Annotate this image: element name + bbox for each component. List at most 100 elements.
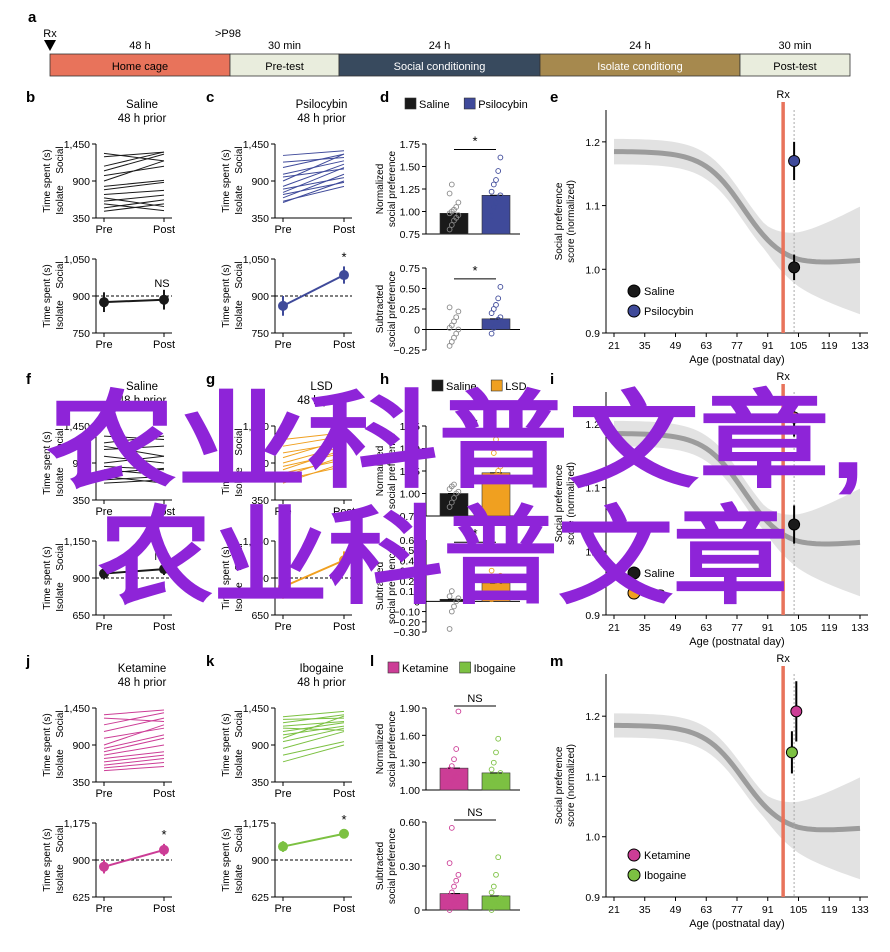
subject-line [103,151,165,158]
data-point [455,212,462,218]
subject-line [103,479,165,484]
x-tick-label: Post [333,788,355,800]
y-tick-label: 1.50 [400,444,421,456]
chart-subtitle: 48 h prior [118,113,167,125]
legend-label: Ibogaine [474,663,516,675]
mean-point [339,270,349,281]
subject-line [103,203,165,212]
legend-marker [627,284,641,298]
subject-line [103,475,165,484]
y-tick-label: 0.30 [400,566,421,578]
y-axis-label: score (normalized) [566,744,577,827]
y-tick-label: 1.60 [400,730,421,742]
subject-line [103,445,165,457]
y-tick-label: 1.0 [585,546,600,558]
mean-point [785,746,798,759]
data-point [448,608,455,615]
watermark-line-1: 农业科普文章, [46,383,866,501]
y-tick-label: 350 [72,213,90,225]
legend-swatch [404,97,417,110]
data-point [493,871,499,878]
y-tick-label: 900 [251,740,269,752]
y-axis-isolate-label: Isolate [55,582,66,612]
data-point [448,588,455,594]
y-tick-label: 1.0 [585,264,600,276]
figure-panels: a Rx >P98 Home cage 48 h Pre-test 30 min Social… [25,9,869,930]
data-point [495,854,502,861]
data-point [448,222,455,228]
rx-label: Rx [776,653,790,665]
y-axis-isolate-label: Isolate [55,300,66,330]
y-tick-label: 1.30 [400,758,421,770]
subject-line [103,475,165,481]
rx-label: Rx [776,371,790,383]
legend-marker [627,848,641,862]
subject-line [103,445,165,451]
data-point [451,603,457,610]
x-tick-label: 119 [821,340,838,352]
y-axis-social-label: Social [234,146,245,173]
legend-label: Ketamine [644,850,690,862]
x-tick-label: 49 [670,340,682,352]
y-axis-isolate-label: Isolate [234,467,245,497]
significance-label: NS [154,278,169,290]
data-point [455,199,462,206]
y-tick-label: −0.30 [393,627,420,639]
mean-point [99,568,109,579]
data-point [490,181,497,188]
panel-letter-h: h [380,371,389,388]
subject-line [103,754,165,763]
subject-line [103,766,165,772]
y-tick-label: 1.25 [400,466,421,478]
y-axis-social-label: Social [55,261,66,288]
y-tick-label: 625 [251,892,269,904]
panel-letter-k: k [206,653,215,670]
subject-line [103,761,165,769]
y-tick-label: 1,150 [243,536,269,548]
panel-letter-l: l [370,653,374,670]
confidence-band [614,713,860,880]
data-point [446,304,453,311]
y-tick-label: 900 [251,855,269,867]
subject-line [282,714,345,724]
y-tick-label: 350 [251,213,269,225]
data-point [493,472,499,479]
subject-line [282,163,345,187]
legend-marker [627,868,641,882]
y-tick-label: 0.50 [400,545,421,557]
fit-curve [613,722,861,833]
significance-label: * [472,416,477,431]
y-axis-label: Time spent (s) [221,431,232,495]
y-tick-label: 0.9 [585,610,600,622]
legend-swatch [459,661,471,674]
timeline-duration-label: 30 min [268,40,301,52]
timeline-rx-label: Rx [43,28,57,40]
subject-line [282,715,345,739]
significance-label: * [472,134,477,149]
data-point [451,883,457,890]
data-point [493,302,499,308]
x-tick-label: Pre [274,339,291,351]
x-tick-label: Post [333,903,355,915]
data-point [446,504,453,510]
subject-line [103,724,165,746]
subject-line [103,199,165,209]
y-axis-isolate-label: Isolate [234,864,245,894]
x-tick-label: 105 [790,340,808,352]
y-axis-label: Subtracted [375,285,386,333]
data-point [497,895,504,902]
subject-line [282,727,345,731]
subject-line [282,180,345,203]
significance-label: * [161,827,166,842]
subject-line [103,435,165,444]
data-point [455,895,462,902]
data-point [448,499,455,506]
subject-line [103,435,165,440]
data-point [497,770,504,776]
x-tick-label: Pre [95,224,112,236]
y-axis-label: Time spent (s) [221,264,232,328]
data-point [453,746,460,752]
x-tick-label: 91 [762,904,774,916]
y-tick-label: 1.1 [585,201,600,213]
legend-marker [627,304,641,318]
